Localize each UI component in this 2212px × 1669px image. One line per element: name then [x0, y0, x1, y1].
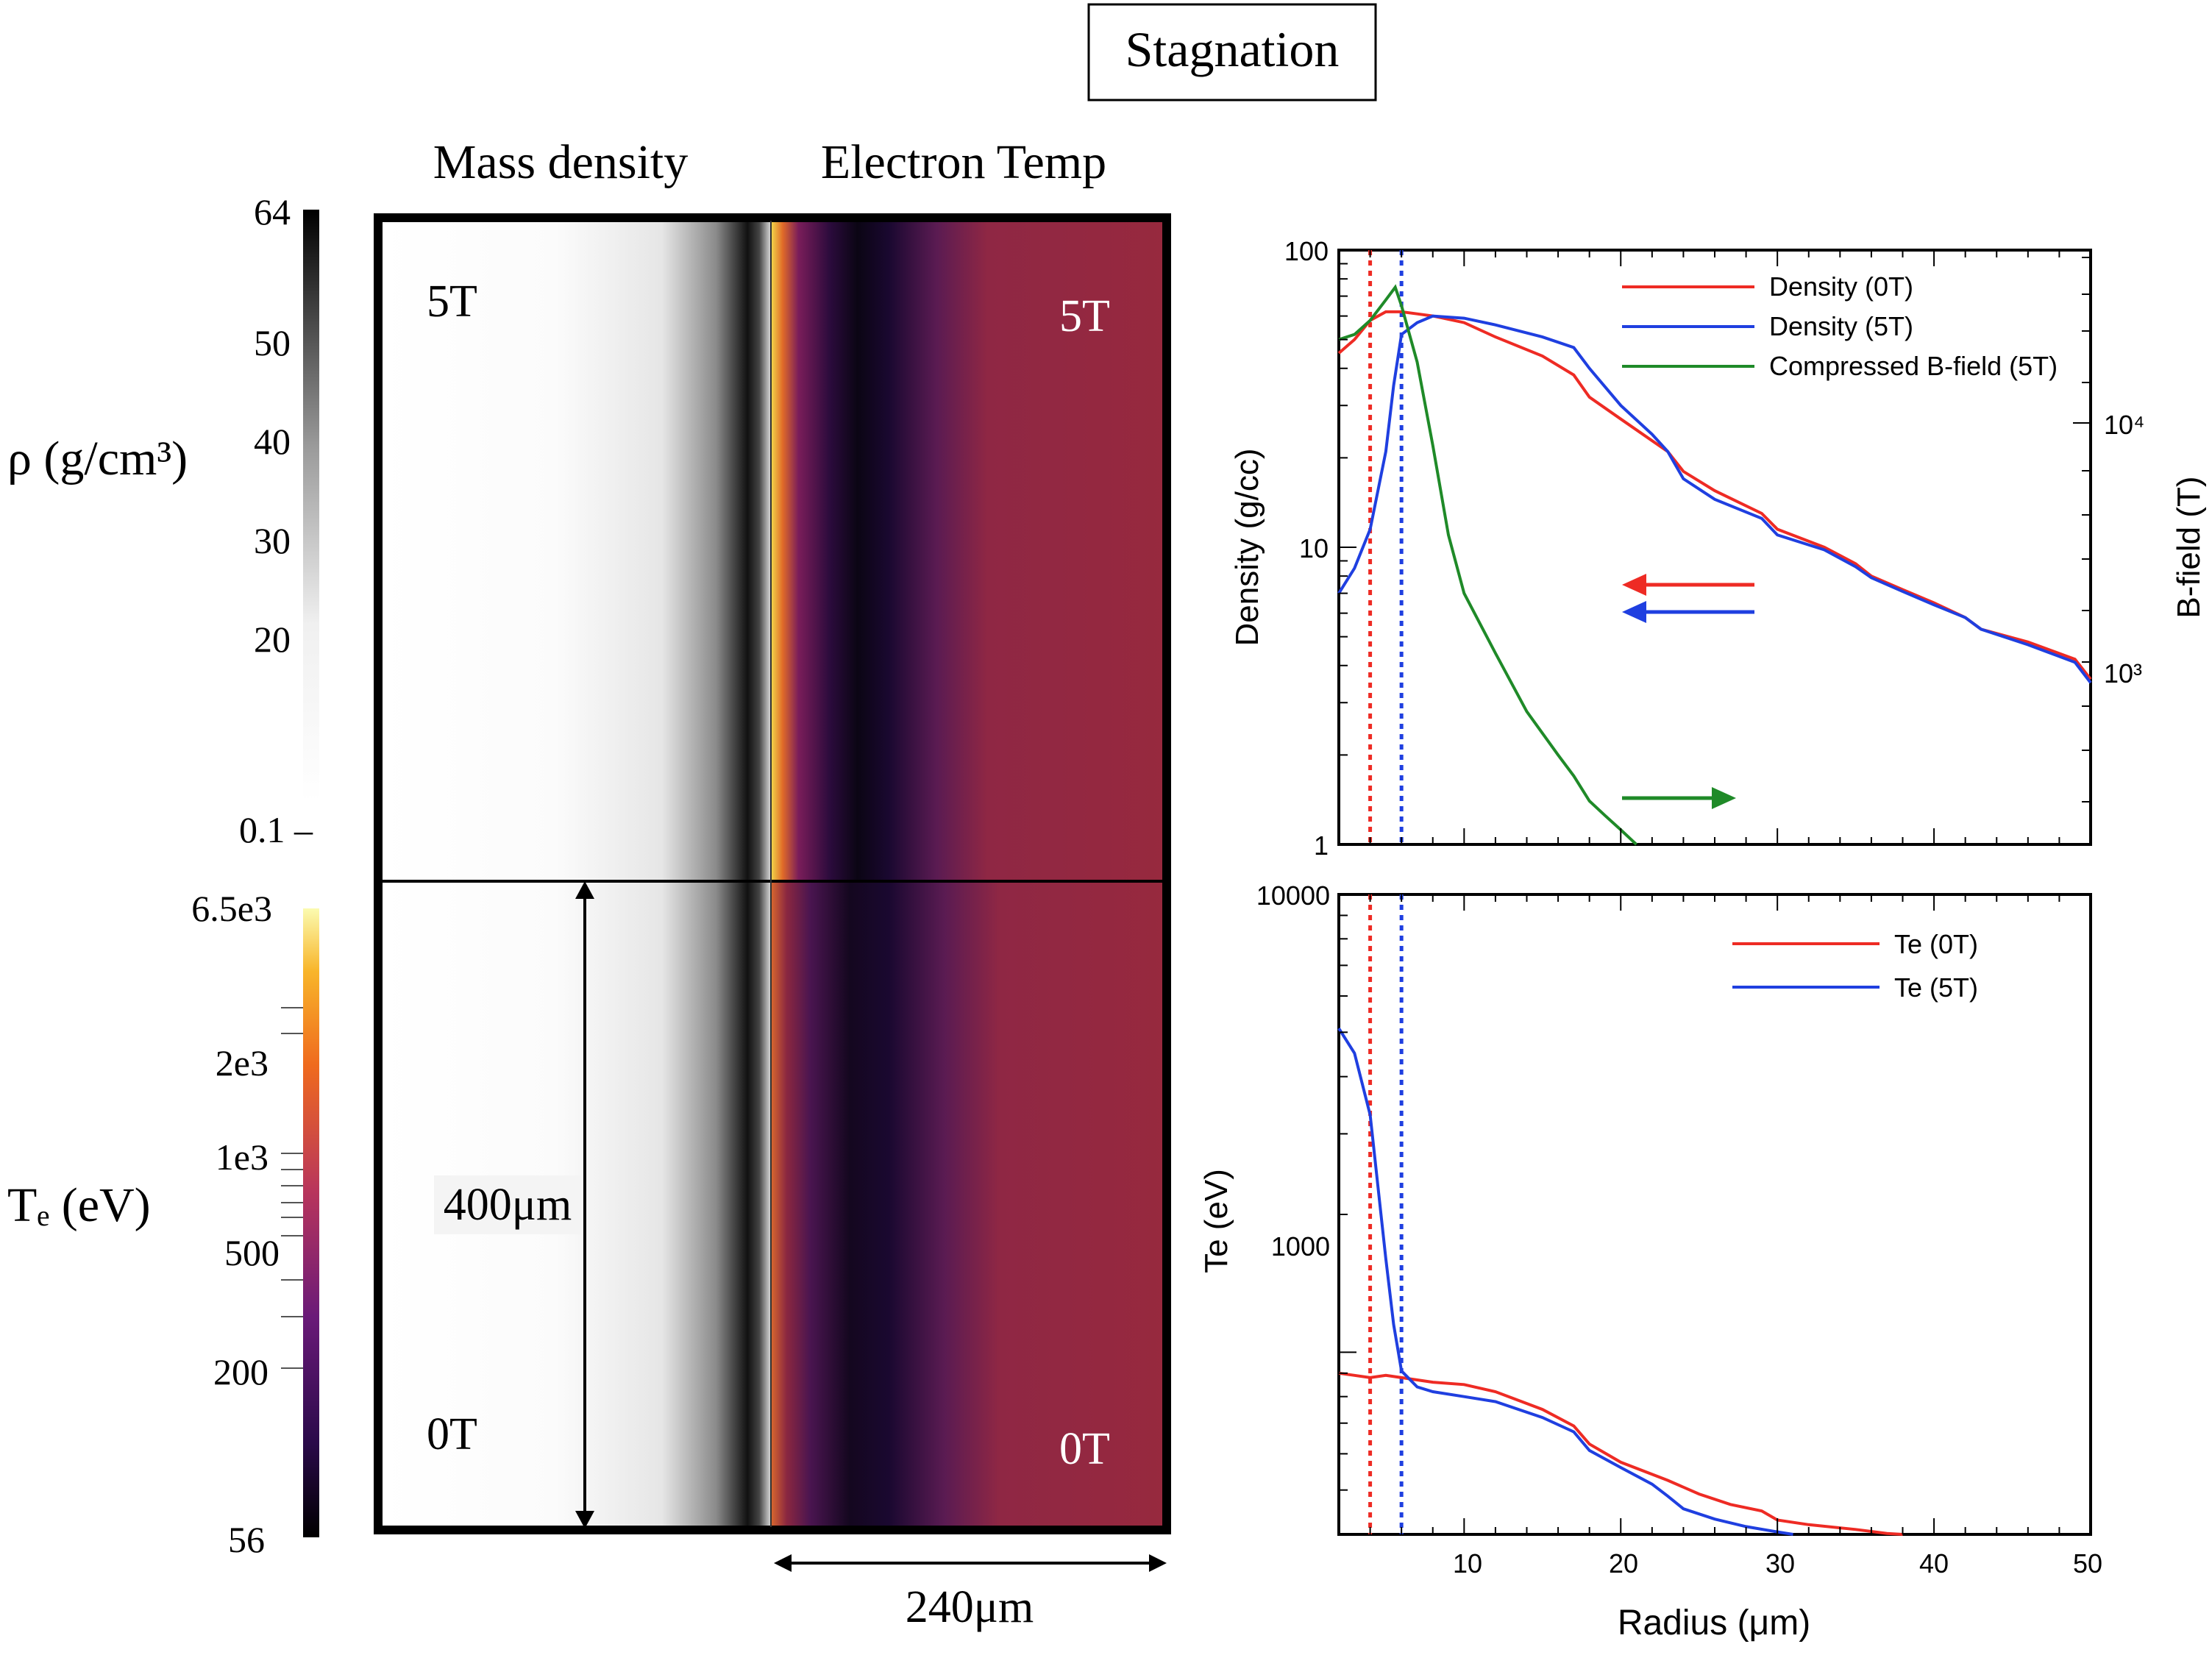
rho-colorbar-ticks: 64 50 40 30 20 0.1 – — [239, 191, 313, 850]
height-label-bg — [434, 1175, 581, 1234]
density-tick-1: 1 — [1314, 830, 1329, 861]
blue-left-arrow — [1622, 601, 1754, 623]
green-right-arrow — [1622, 787, 1736, 809]
map-frame — [374, 213, 1171, 1534]
x-tick-10: 10 — [1453, 1548, 1482, 1579]
density-x-ticks — [1338, 250, 2091, 844]
te-tick-500: 500 — [224, 1232, 280, 1273]
te-tick-1000: 1000 — [1271, 1231, 1330, 1261]
density-y-ticks — [1339, 249, 1356, 845]
temperature-x-ticks — [1338, 894, 2091, 1534]
series-line-te-5t — [1337, 1027, 1793, 1536]
density-y-axis-label: Density (g/cc) — [1229, 449, 1265, 647]
density-series — [1337, 284, 2092, 846]
te-tick-1e3: 1e3 — [216, 1136, 269, 1178]
rho-colorbar — [303, 210, 319, 802]
height-scale-label: 400μm — [444, 1180, 572, 1230]
red-left-arrow — [1622, 574, 1754, 596]
simulation-maps — [374, 213, 1171, 1534]
temperature-map-bottom — [771, 881, 1164, 1529]
label-0t-temperature: 0T — [1059, 1424, 1110, 1474]
temperature-map-top — [771, 219, 1164, 881]
width-scale-label: 240μm — [906, 1582, 1034, 1632]
legend-label-density-5t: Density (5T) — [1769, 311, 1913, 341]
label-0t-density: 0T — [427, 1409, 477, 1459]
bfield-tick-1e4: 10⁴ — [2104, 410, 2145, 440]
rho-tick-40: 40 — [254, 421, 291, 462]
electron-temp-header: Electron Temp — [821, 135, 1106, 189]
te-tick-2e3: 2e3 — [216, 1042, 269, 1083]
x-tick-20: 20 — [1609, 1548, 1638, 1579]
te-tick-56: 56 — [228, 1519, 265, 1560]
rho-colorbar-label: ρ (g/cm³) — [7, 432, 188, 485]
rho-tick-20: 20 — [254, 619, 291, 660]
title-box — [1087, 3, 1377, 102]
te-colorbar-label: Tₑ (eV) — [7, 1178, 151, 1232]
series-line-density-5t — [1337, 314, 2092, 684]
bfield-y-axis-label: B-field (T) — [2171, 476, 2207, 618]
mass-density-header: Mass density — [433, 135, 689, 189]
height-scale-arrow — [575, 881, 594, 1529]
density-tick-100: 100 — [1284, 236, 1329, 266]
density-map-top — [381, 219, 771, 881]
te-tick-200: 200 — [213, 1351, 269, 1392]
temperature-y-axis-label: Te (eV) — [1198, 1169, 1234, 1273]
te-tick-10000: 10000 — [1256, 880, 1330, 911]
label-5t-density: 5T — [427, 277, 477, 327]
legend-label-te-5t: Te (5T) — [1894, 972, 1978, 1003]
temperature-y-ticks — [1339, 894, 1356, 1535]
radius-x-axis-label: Radius (μm) — [1618, 1604, 1810, 1643]
temperature-chart: 10000 1000 10 20 30 40 50 Te (eV) Radius… — [1198, 880, 2102, 1643]
density-chart: Density (g/cc) B-field (T) 100 10 1 10⁴ … — [1229, 236, 2207, 861]
bfield-y-ticks — [2073, 257, 2091, 803]
x-tick-40: 40 — [1919, 1548, 1949, 1579]
density-legend: Density (0T) Density (5T) Compressed B-f… — [1622, 271, 2058, 381]
figure-title: Stagnation — [1125, 21, 1340, 77]
te-tick-6-5e3: 6.5e3 — [191, 888, 272, 929]
series-line-compressed-b-field-5t — [1338, 284, 1637, 846]
legend-label-te-0t: Te (0T) — [1894, 929, 1978, 959]
rho-tick-50: 50 — [254, 322, 291, 363]
width-scale-arrow — [774, 1554, 1167, 1572]
x-tick-50: 50 — [2073, 1548, 2102, 1579]
temperature-series — [1337, 1027, 1903, 1536]
density-vlines — [1368, 250, 1404, 844]
te-colorbar-ticks: 6.5e3 2e3 1e3 500 200 56 — [191, 888, 303, 1560]
legend-label-bfield-5t: Compressed B-field (5T) — [1769, 351, 2058, 381]
temperature-legend: Te (0T) Te (5T) — [1732, 929, 1978, 1003]
legend-label-density-0t: Density (0T) — [1769, 271, 1913, 302]
bfield-tick-1e3: 10³ — [2104, 658, 2142, 688]
label-5t-temperature: 5T — [1059, 291, 1110, 341]
x-tick-30: 30 — [1765, 1548, 1795, 1579]
temperature-vlines — [1368, 894, 1404, 1534]
series-line-te-0t — [1338, 1371, 1903, 1536]
density-tick-10: 10 — [1299, 533, 1329, 563]
rho-tick-0-1: 0.1 – — [239, 809, 313, 850]
te-colorbar — [303, 908, 319, 1537]
rho-tick-30: 30 — [254, 520, 291, 561]
rho-tick-64: 64 — [254, 191, 291, 232]
